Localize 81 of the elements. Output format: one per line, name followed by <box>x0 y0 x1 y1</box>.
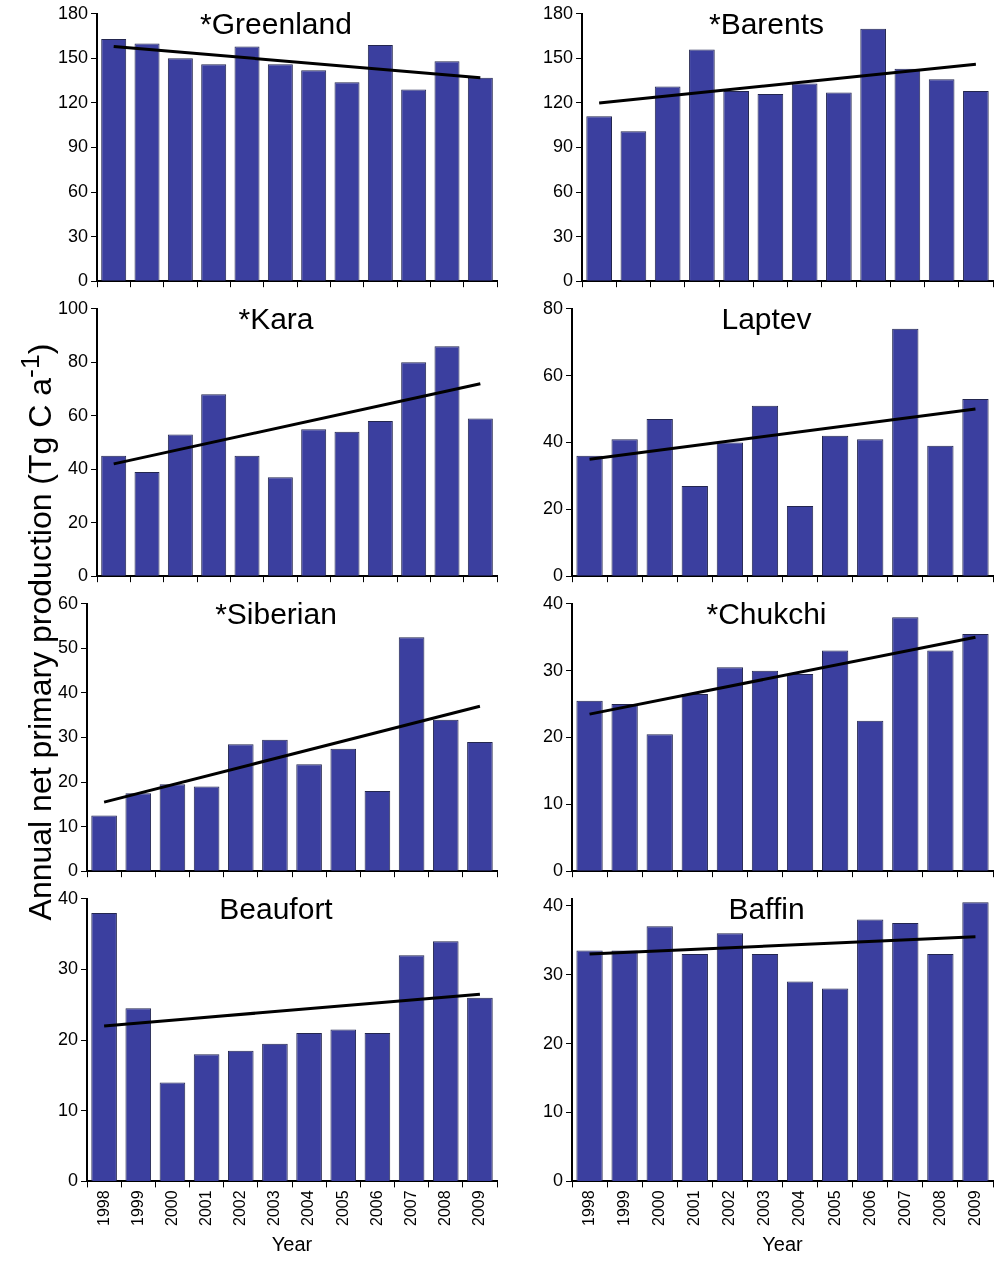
y-tick-label: 20 <box>57 771 79 792</box>
y-tick-label: 0 <box>78 270 89 291</box>
x-tick-label: 2005 <box>825 1190 843 1226</box>
y-tick-label: 150 <box>542 47 574 68</box>
y-tick-label: 10 <box>57 1099 79 1120</box>
y-tick-label: 40 <box>57 681 79 702</box>
chart-title: *Kara <box>238 302 314 336</box>
y-tick-label: 20 <box>68 511 89 532</box>
x-tick-label: 2008 <box>930 1190 948 1226</box>
chart-title: Beaufort <box>219 892 334 926</box>
x-tick-label: 2000 <box>162 1190 180 1226</box>
x-tick-label: 2009 <box>965 1190 983 1226</box>
y-tick-label: 90 <box>68 136 89 157</box>
x-tick-label: 2005 <box>333 1190 351 1226</box>
x-tick-label: 2006 <box>367 1190 385 1226</box>
chart-title: Baffin <box>728 892 805 926</box>
y-tick-label: 60 <box>57 592 79 613</box>
y-tick-label: 10 <box>542 1101 564 1122</box>
y-tick-label: 50 <box>57 637 79 658</box>
x-tick-label: 1998 <box>94 1190 112 1226</box>
x-tick-label: 2002 <box>720 1190 738 1226</box>
chart-title: Laptev <box>721 302 812 336</box>
y-tick-label: 10 <box>57 815 79 836</box>
y-tick-label: 0 <box>553 565 564 586</box>
y-tick-label: 0 <box>68 860 79 881</box>
y-tick-label: 20 <box>542 498 564 519</box>
x-tick-label: 2006 <box>860 1190 878 1226</box>
y-tick-label: 90 <box>553 136 574 157</box>
y-tick-label: 0 <box>553 1170 564 1191</box>
x-axis-title: Year <box>271 1232 313 1255</box>
y-tick-label: 120 <box>57 91 89 112</box>
y-tick-label: 30 <box>542 963 564 984</box>
x-tick-label: 2007 <box>401 1190 419 1226</box>
x-tick-label: 2001 <box>685 1190 703 1226</box>
y-tick-label: 10 <box>542 793 564 814</box>
y-tick-label: 40 <box>542 592 564 613</box>
y-tick-label: 40 <box>542 894 564 915</box>
x-tick-label: 2003 <box>755 1190 773 1226</box>
x-tick-label: 1999 <box>128 1190 146 1226</box>
y-tick-label: 60 <box>68 181 89 202</box>
x-tick-label: 2004 <box>299 1190 317 1226</box>
chart-title: *Siberian <box>215 597 337 631</box>
y-tick-label: 30 <box>57 958 79 979</box>
y-tick-label: 30 <box>542 659 564 680</box>
y-tick-label: 120 <box>542 91 574 112</box>
y-tick-label: 0 <box>68 1170 79 1191</box>
x-tick-label: 2004 <box>790 1190 808 1226</box>
y-tick-label: 150 <box>57 47 89 68</box>
y-tick-label: 30 <box>68 225 89 246</box>
y-tick-label: 40 <box>542 431 564 452</box>
chart-title: *Greenland <box>200 7 352 41</box>
chart-title: *Barents <box>708 7 825 41</box>
x-tick-label: 2001 <box>197 1190 214 1226</box>
y-tick-label: 20 <box>57 1029 79 1050</box>
y-tick-label: 0 <box>78 565 89 586</box>
y-tick-label: 30 <box>553 225 574 246</box>
y-tick-label: 60 <box>68 404 89 425</box>
y-tick-label: 20 <box>542 726 564 747</box>
x-tick-label: 2009 <box>470 1190 488 1226</box>
x-tick-label: 1998 <box>579 1190 597 1226</box>
y-tick-label: 20 <box>542 1032 564 1053</box>
y-tick-label: 30 <box>57 726 79 747</box>
y-tick-label: 60 <box>553 181 574 202</box>
x-tick-label: 2008 <box>436 1190 454 1226</box>
y-tick-label: 180 <box>57 2 89 23</box>
y-tick-label: 40 <box>68 458 89 479</box>
x-tick-label: 2007 <box>895 1190 913 1226</box>
x-axis-title: Year <box>762 1232 804 1255</box>
x-tick-label: 2003 <box>265 1190 283 1226</box>
y-tick-label: 180 <box>542 2 574 23</box>
y-tick-label: 60 <box>542 364 564 385</box>
y-tick-label: 100 <box>57 297 89 318</box>
y-tick-label: 80 <box>542 297 564 318</box>
y-tick-label: 80 <box>68 351 89 372</box>
y-tick-label: 0 <box>553 860 564 881</box>
x-tick-label: 2002 <box>231 1190 249 1226</box>
x-tick-label: 1999 <box>615 1190 633 1226</box>
x-tick-label: 2000 <box>650 1190 668 1226</box>
y-tick-label: 40 <box>57 887 79 908</box>
chart-title: *Chukchi <box>706 597 827 631</box>
y-tick-label: 0 <box>563 270 574 291</box>
